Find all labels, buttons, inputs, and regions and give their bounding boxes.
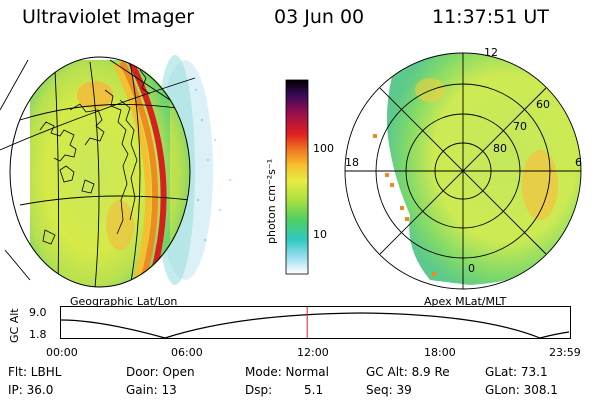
info-gc-alt: GC Alt: 8.9 Re — [366, 365, 450, 379]
timeline-ytick-high: 9.0 — [29, 306, 47, 319]
image-date: 03 Jun 00 — [274, 6, 365, 28]
timeline-ytick-low: 1.8 — [29, 328, 47, 341]
info-glat: GLat: 73.1 — [485, 365, 548, 379]
timeline-xtick-0: 00:00 — [46, 346, 78, 359]
left-panel-caption: Geographic Lat/Lon — [70, 295, 178, 308]
colorbar-unit-label: photon cm⁻²s⁻¹ — [265, 158, 278, 244]
colorbar-tick-100: 100 — [313, 142, 334, 155]
right-panel-caption: Apex MLat/MLT — [424, 295, 507, 308]
timeline-xtick-1: 06:00 — [171, 346, 203, 359]
info-dsp-value: 5.1 — [304, 383, 324, 397]
mlat-label-70: 70 — [513, 120, 527, 133]
info-door: Door: Open — [126, 365, 195, 379]
info-ip: IP: 36.0 — [8, 383, 54, 397]
mlt-label-6: 6 — [575, 156, 582, 169]
info-mode: Mode: Normal — [245, 365, 329, 379]
mlt-label-18: 18 — [345, 156, 359, 169]
timeline-xtick-4: 23:59 — [549, 346, 581, 359]
info-dsp-label: Dsp: — [245, 383, 273, 397]
mlt-label-12: 12 — [484, 46, 498, 59]
colorbar — [285, 79, 309, 275]
mlat-label-60: 60 — [536, 98, 550, 111]
info-gain: Gain: 13 — [126, 383, 177, 397]
timeline-plot — [60, 306, 571, 339]
image-time: 11:37:51 UT — [432, 6, 549, 28]
colorbar-tick-10: 10 — [313, 228, 327, 241]
timeline-xtick-3: 18:00 — [424, 346, 456, 359]
info-glon: GLon: 308.1 — [485, 383, 558, 397]
timeline-xtick-2: 12:00 — [297, 346, 329, 359]
instrument-title: Ultraviolet Imager — [22, 6, 195, 28]
mlt-label-0: 0 — [468, 262, 475, 275]
timeline-ylabel: GC Alt — [8, 308, 21, 343]
info-flt: Flt: LBHL — [8, 365, 62, 379]
mlat-label-80: 80 — [493, 142, 507, 155]
info-seq: Seq: 39 — [366, 383, 412, 397]
